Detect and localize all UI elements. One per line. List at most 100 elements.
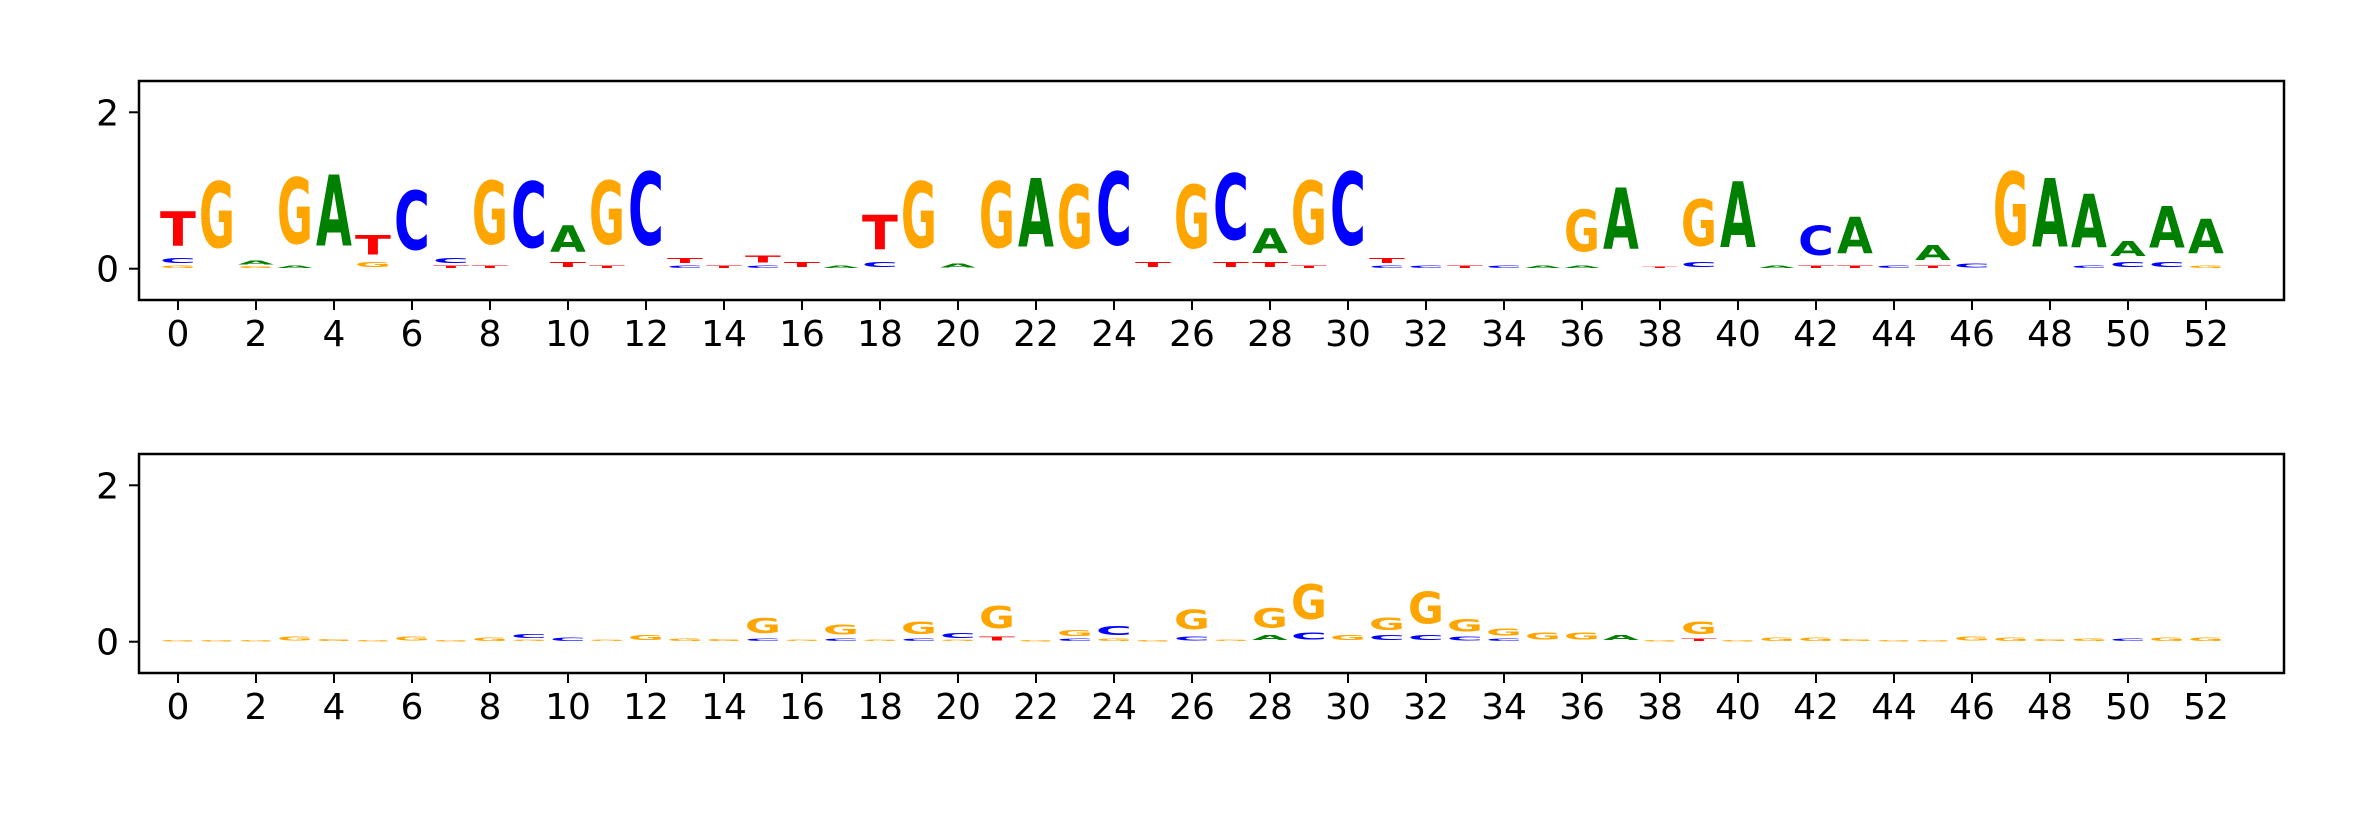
logo-letter-G: G [1291, 164, 1327, 265]
logo-letter-G: G [1525, 630, 1561, 641]
logo-letter-G: G [2188, 265, 2224, 269]
logo-letter-C: C [1486, 265, 1522, 269]
plot-frame [137, 79, 2286, 302]
x-tick-label: 22 [1013, 314, 1059, 355]
logo-letter-A: A [940, 262, 977, 268]
logo-letter-G: G [1681, 186, 1717, 261]
logo-letter-A: A [1018, 160, 1054, 269]
logo-letter-C: C [2149, 261, 2185, 269]
logo-letter-G: G [667, 638, 703, 642]
logo-letter-T: T [472, 265, 509, 269]
logo-letter-T: T [1135, 261, 1171, 269]
logo-letter-T: T [862, 206, 898, 261]
logo-letter-G: G [589, 639, 625, 641]
logo-letter-G: G [2071, 638, 2107, 642]
logo-letter-G: G [355, 640, 391, 642]
logo-letter-A: A [1720, 163, 1756, 269]
x-tick-label: 52 [2183, 314, 2229, 355]
x-tick-label: 36 [1559, 687, 1605, 728]
logo-letter-C: C [511, 165, 547, 269]
logo-letter-A: A [238, 259, 275, 265]
logo-letter-G: G [160, 265, 196, 269]
logo-letter-C: C [1954, 263, 1990, 269]
logo-letter-G: G [1993, 637, 2029, 642]
logo-letter-G: G [940, 639, 976, 641]
logo-letter-A: A [1252, 221, 1289, 261]
x-tick-label: 12 [623, 314, 669, 355]
logo-letter-T: T [1213, 261, 1249, 269]
logo-letter-G: G [1369, 614, 1405, 634]
logo-letter-G: G [316, 639, 352, 642]
logo-letter-G: G [277, 159, 313, 265]
logo-letter-G: G [1018, 640, 1054, 642]
logo-letter-G: G [238, 640, 274, 642]
logo-letter-A: A [2110, 238, 2146, 261]
logo-letter-G: G [745, 615, 781, 639]
logo-letter-A: A [2071, 180, 2107, 265]
logo-letter-T: T [589, 265, 626, 269]
x-tick-label: 50 [2105, 314, 2151, 355]
logo-letter-T: T [160, 203, 196, 258]
logo-letter-C: C [1096, 152, 1132, 269]
logo-letter-G: G [394, 636, 430, 642]
x-tick-label: 26 [1169, 687, 1215, 728]
x-tick-label: 42 [1793, 314, 1839, 355]
logo-letter-C: C [628, 152, 664, 269]
logo-letter-G: G [1681, 618, 1717, 638]
x-tick-label: 34 [1481, 687, 1527, 728]
x-tick-label: 8 [479, 687, 502, 728]
x-tick-label: 28 [1247, 314, 1293, 355]
x-tick-label: 16 [779, 314, 825, 355]
x-tick-label: 0 [167, 687, 190, 728]
logo-letter-C: C [901, 638, 937, 642]
logo-letter-G: G [277, 636, 313, 642]
logo-letter-C: C [511, 633, 547, 639]
x-tick-label: 52 [2183, 687, 2229, 728]
logo-letter-T: T [1447, 265, 1484, 269]
logo-letter-G: G [1642, 640, 1678, 642]
logo-letter-T: T [1915, 265, 1952, 269]
logo-letter-A: A [1603, 634, 1639, 642]
logo-letter-G: G [2032, 639, 2068, 642]
logo-letter-G: G [1720, 640, 1756, 642]
x-tick-label: 10 [545, 687, 591, 728]
logo-letter-G: G [2188, 637, 2224, 642]
logo-letter-G: G [1798, 637, 1834, 642]
logo-letter-C: C [1291, 630, 1327, 642]
logo-letter-T: T [745, 253, 781, 265]
logo-letter-A: A [1837, 207, 1873, 265]
logo-letter-A: A [316, 155, 352, 269]
logo-letter-G: G [979, 600, 1015, 635]
x-tick-label: 42 [1793, 687, 1839, 728]
logo-letter-G: G [1057, 629, 1093, 638]
x-tick-label: 26 [1169, 314, 1215, 355]
logo-letter-A: A [2032, 160, 2068, 269]
logo-letter-C: C [1798, 218, 1834, 266]
logo-letter-C: C [2110, 261, 2146, 269]
logo-letter-G: G [1174, 168, 1210, 269]
logo-letter-G: G [1837, 639, 1873, 642]
x-tick-label: 36 [1559, 314, 1605, 355]
logo-letter-G: G [1486, 627, 1522, 638]
logo-letter-T: T [979, 635, 1016, 641]
logo-letter-A: A [1603, 171, 1639, 269]
x-tick-label: 32 [1403, 687, 1449, 728]
logo-letter-G: G [1096, 638, 1132, 642]
logo-letter-T: T [550, 261, 586, 269]
logo-letter-C: C [745, 265, 781, 269]
logo-letter-C: C [667, 265, 703, 269]
logo-letter-G: G [901, 163, 937, 269]
logo-letter-G: G [823, 622, 859, 638]
logo-letter-C: C [1057, 638, 1093, 642]
logo-letter-C: C [745, 638, 781, 642]
logo-letter-G: G [199, 163, 235, 269]
logo-letter-G: G [1135, 640, 1171, 642]
logo-letter-C: C [1447, 636, 1483, 642]
logo-letter-G: G [1174, 604, 1210, 636]
plot-frame [137, 452, 2286, 675]
logo-letter-G: G [1915, 640, 1951, 642]
x-tick-label: 48 [2027, 687, 2073, 728]
